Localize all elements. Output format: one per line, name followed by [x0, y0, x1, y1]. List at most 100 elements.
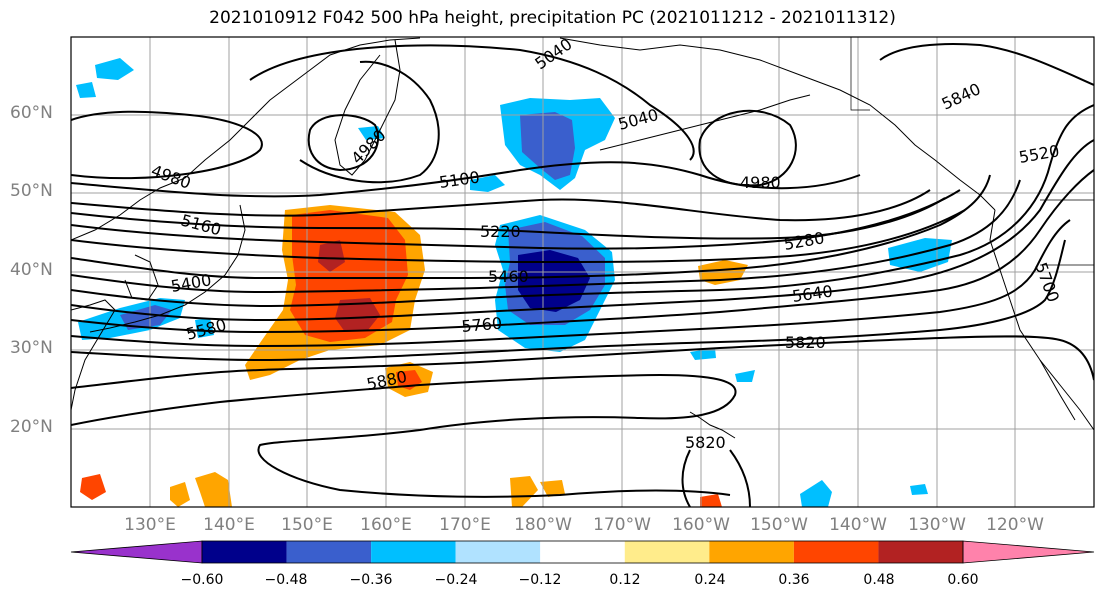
precip-negative-small5	[800, 480, 832, 507]
contour-5040-outer	[299, 60, 440, 184]
contour-5820-south	[681, 449, 751, 507]
precip-negative-small3	[690, 348, 716, 360]
contour-label: 4980	[347, 126, 389, 168]
coast-china	[71, 299, 116, 411]
colorbar-tick-label: 0.24	[694, 572, 726, 588]
colorbar-tick-label: 0.48	[863, 572, 895, 588]
contour-label: 5400	[169, 270, 212, 296]
graticule	[71, 37, 1094, 507]
lat-label: 30°N	[10, 338, 53, 358]
contour-5640	[71, 169, 1094, 334]
precip-negative-small6	[910, 484, 928, 495]
contour-label: 5580	[184, 315, 228, 344]
precip-positive-sw	[80, 474, 106, 500]
contour-label: 5760	[461, 314, 503, 336]
contour-label: 5820	[685, 433, 726, 452]
contour-5160	[71, 189, 931, 222]
colorbar-bin	[878, 541, 963, 563]
precip-positive-darkred-2	[318, 240, 345, 272]
lon-label: 150°E	[281, 515, 333, 535]
contour-label: 5840	[939, 79, 984, 113]
colorbar-bin	[371, 541, 456, 563]
colorbar-tick-label: −0.24	[434, 572, 478, 588]
lat-label: 50°N	[10, 181, 53, 201]
colorbar-tick-label: −0.12	[518, 572, 562, 588]
lon-label: 170°E	[439, 515, 491, 535]
contour-5340	[71, 209, 966, 264]
contour-5280	[71, 189, 961, 250]
contour-4980-aleutian	[698, 109, 797, 187]
precip-positive-south3	[540, 480, 565, 497]
coast-korea	[124, 254, 159, 301]
coast-kamchatka	[334, 39, 401, 176]
colorbar-bin	[455, 541, 541, 563]
lon-label: 170°W	[593, 515, 651, 535]
colorbar-bin	[286, 541, 372, 563]
lon-label: 160°E	[360, 515, 412, 535]
colorbar-bin	[624, 541, 710, 563]
contour-label: 4980	[149, 161, 194, 193]
contour-4980-kamchatka	[307, 114, 380, 172]
colorbar-extend-min	[70, 540, 203, 564]
colorbar-bin	[202, 541, 287, 563]
lat-label: 60°N	[10, 103, 53, 123]
colorbar-extend-max	[962, 540, 1095, 564]
coast-alaska	[559, 37, 996, 211]
precip-positive-darkred	[335, 298, 380, 332]
lon-label: 120°W	[986, 515, 1044, 535]
contour-5460	[71, 179, 1021, 294]
colorbar-tick-label: −0.36	[349, 572, 393, 588]
precip-negative-east	[888, 238, 952, 272]
coastlines	[71, 37, 1094, 439]
coast-baja	[1039, 359, 1076, 421]
colorbar-outline	[201, 540, 964, 564]
precip-negative-japan-mid	[120, 305, 172, 330]
contour-5760	[71, 239, 1066, 362]
colorbar-tick-label: 0.60	[947, 572, 979, 588]
precip-negative-nw2	[76, 82, 96, 98]
contour-label: 5220	[480, 222, 521, 241]
colorbar-bin	[709, 541, 794, 563]
precip-positive-south1	[195, 472, 232, 507]
lat-label: 20°N	[10, 417, 53, 437]
precip-positive-south5	[700, 494, 722, 507]
map-title: 2021010912 F042 500 hPa height, precipit…	[209, 8, 896, 28]
lon-label: 130°W	[908, 515, 966, 535]
precip-negative-small7	[195, 318, 214, 338]
contour-5100	[71, 161, 861, 198]
lon-label: 160°W	[672, 515, 730, 535]
contour-5520	[71, 104, 1094, 308]
contour-label: 5040	[531, 34, 575, 73]
precip-shading	[76, 58, 952, 507]
contour-4980-west	[71, 110, 263, 180]
contour-label: 5520	[1017, 141, 1060, 167]
colorbar-tick-label: −0.60	[180, 572, 224, 588]
lon-label: 180°W	[514, 515, 572, 535]
borders	[850, 37, 1094, 266]
precip-positive-south4	[170, 482, 190, 507]
colorbar-bin	[793, 541, 879, 563]
height-contours	[71, 42, 1094, 507]
coast-aleutians	[599, 94, 811, 151]
precip-positive-south2	[510, 476, 538, 507]
contour-5700	[71, 219, 1071, 348]
lon-label: 130°E	[124, 515, 176, 535]
contour-5580	[71, 139, 1094, 322]
precip-negative-nw	[95, 58, 134, 80]
contour-5840-na	[879, 42, 1094, 86]
contour-label: 4980	[740, 173, 781, 192]
precip-negative-north-mid	[520, 112, 575, 180]
contour-label: 5040	[616, 105, 660, 134]
contour-label: 5820	[785, 333, 826, 352]
lon-label: 140°E	[203, 515, 255, 535]
contour-5880-outer	[71, 373, 737, 498]
precip-negative-small1	[470, 175, 505, 192]
lat-label: 40°N	[10, 260, 53, 280]
contour-5040-low	[249, 44, 695, 161]
contour-label: 5280	[782, 228, 825, 254]
contour-label: 5460	[488, 267, 529, 286]
lon-label: 150°W	[750, 515, 808, 535]
colorbar-bin	[540, 541, 625, 563]
map-frame-content	[71, 37, 1094, 507]
